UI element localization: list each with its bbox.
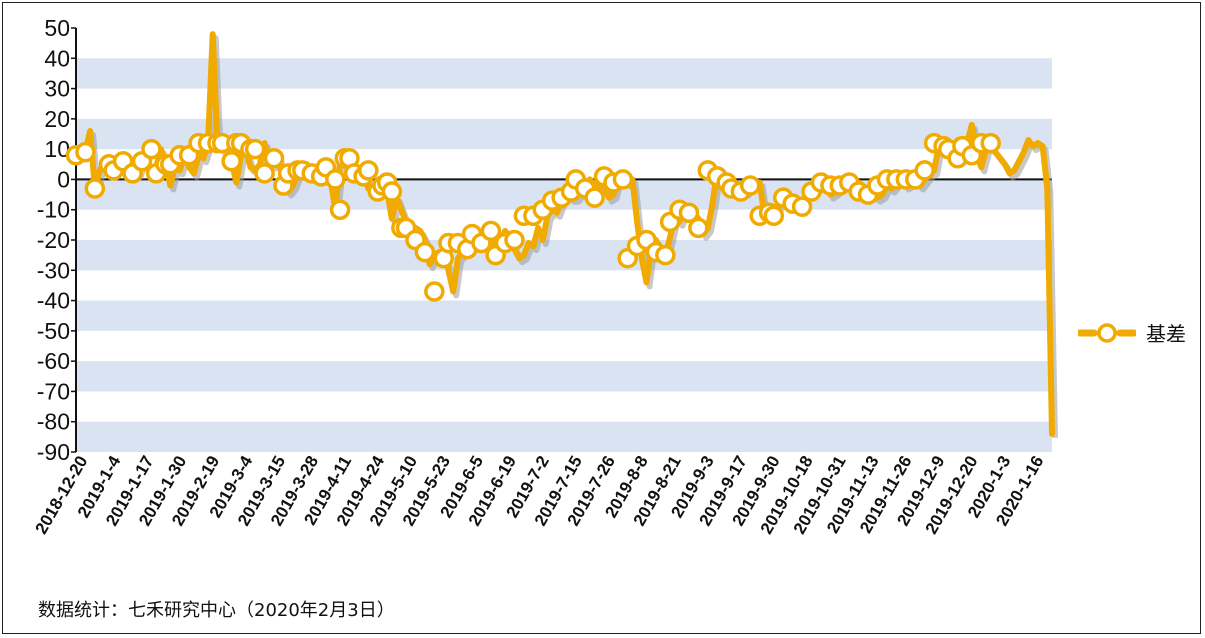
data-point: [739, 175, 761, 196]
y-tick-label: 0: [57, 166, 70, 192]
data-point: [980, 132, 1001, 154]
data-point: [221, 151, 242, 172]
y-tick-label: 50: [44, 15, 70, 41]
data-point: [504, 229, 525, 251]
y-tick-label: -30: [37, 257, 70, 283]
y-tick-label: -90: [37, 439, 70, 465]
y-tick-label: -20: [37, 227, 70, 253]
legend-swatch: [1078, 322, 1136, 343]
series-markers: [65, 132, 1001, 302]
data-point: [381, 181, 403, 202]
y-tick-label: -50: [37, 318, 70, 344]
grid-band: [76, 421, 1052, 452]
y-tick-label: -10: [37, 197, 70, 223]
data-point: [141, 138, 162, 160]
data-point: [678, 202, 700, 223]
legend-label: 基差: [1146, 322, 1186, 346]
data-point: [84, 178, 106, 199]
data-point: [424, 281, 445, 302]
data-point: [791, 196, 813, 217]
data-point: [612, 169, 634, 190]
data-point: [254, 163, 275, 184]
legend: 基差: [1078, 318, 1186, 347]
y-tick-label: -70: [37, 378, 70, 404]
data-point: [325, 169, 346, 190]
x-axis: 2018-12-202019-1-42019-1-172019-1-302019…: [32, 452, 1048, 537]
y-tick-label: 20: [44, 106, 70, 132]
data-point: [480, 220, 502, 242]
data-point: [329, 199, 351, 220]
data-point: [263, 147, 285, 169]
data-point: [914, 160, 935, 181]
grid-bands: [76, 58, 1052, 452]
data-point: [688, 217, 709, 239]
data-point: [584, 187, 605, 208]
y-tick-label: 40: [44, 45, 70, 71]
data-point: [244, 138, 266, 160]
grid-band: [76, 361, 1052, 392]
y-tick-label: -40: [37, 288, 70, 314]
grid-band: [76, 58, 1052, 89]
y-tick-label: 30: [44, 76, 70, 102]
y-tick-label: -60: [37, 348, 70, 374]
data-point: [763, 205, 785, 227]
data-point: [75, 141, 96, 163]
y-tick-label: 10: [44, 136, 70, 162]
grid-band: [76, 300, 1052, 331]
data-point: [655, 244, 676, 266]
data-point: [358, 160, 379, 181]
y-tick-label: -80: [37, 409, 70, 435]
source-note: 数据统计：七禾研究中心（2020年2月3日）: [38, 600, 395, 621]
grid-band: [76, 240, 1052, 271]
data-point: [414, 241, 436, 263]
